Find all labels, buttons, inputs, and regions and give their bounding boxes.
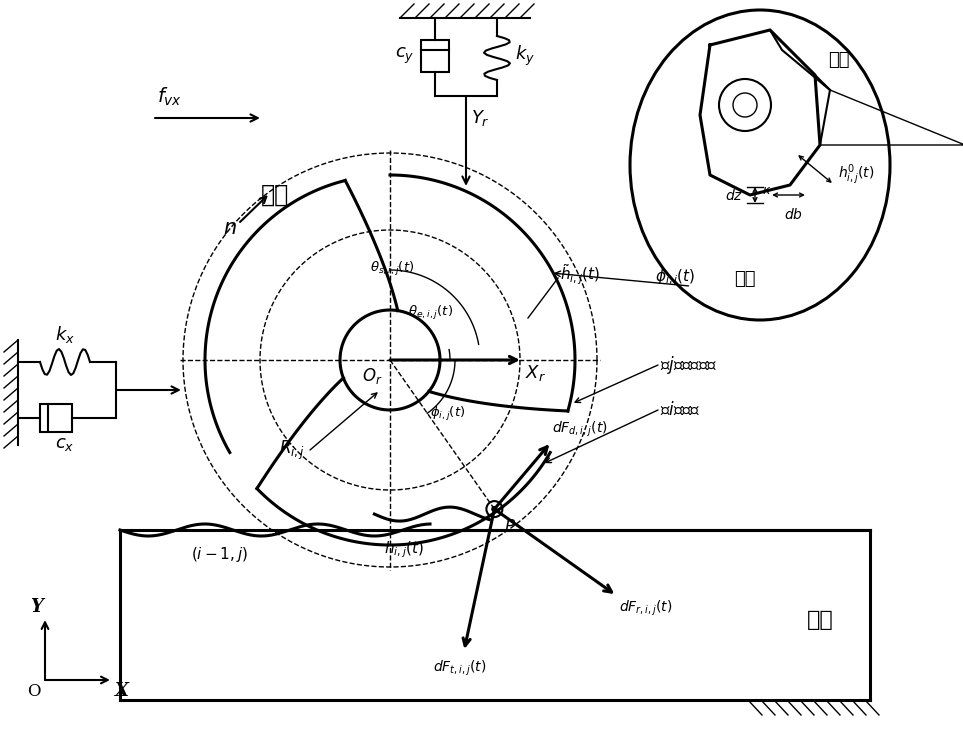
Text: $f_{vx}$: $f_{vx}$ <box>157 86 182 108</box>
Text: $k_x$: $k_x$ <box>55 324 75 345</box>
Text: O: O <box>28 683 41 700</box>
Text: $n$: $n$ <box>223 219 237 238</box>
Text: $h_{i,j}(t)$: $h_{i,j}(t)$ <box>384 539 425 560</box>
Text: Y: Y <box>30 598 43 616</box>
Text: $P$: $P$ <box>505 519 516 536</box>
Circle shape <box>492 507 497 512</box>
Text: $dF_{r,i,j}(t)$: $dF_{r,i,j}(t)$ <box>619 599 673 618</box>
Text: $dF_{t,i,j}(t)$: $dF_{t,i,j}(t)$ <box>432 659 486 678</box>
Text: $\phi_{i,j}(t)$: $\phi_{i,j}(t)$ <box>655 268 695 288</box>
Text: $R_{i,j}$: $R_{i,j}$ <box>279 439 305 461</box>
Text: $c_x$: $c_x$ <box>55 435 75 453</box>
Text: $\theta_{e,i,j}(t)$: $\theta_{e,i,j}(t)$ <box>408 304 454 322</box>
Text: $c_y$: $c_y$ <box>396 46 415 66</box>
Text: $\kappa$: $\kappa$ <box>762 184 771 197</box>
Text: $X_r$: $X_r$ <box>525 363 546 383</box>
Text: $\theta_{s,i,j}(t)$: $\theta_{s,i,j}(t)$ <box>370 260 414 278</box>
Text: $O_r$: $O_r$ <box>361 366 382 386</box>
Bar <box>421 40 449 72</box>
Text: $\tilde{h}_{i,j}(t)$: $\tilde{h}_{i,j}(t)$ <box>560 262 600 287</box>
Text: $h^0_{i,j}(t)$: $h^0_{i,j}(t)$ <box>838 163 874 187</box>
Text: 工件: 工件 <box>807 610 833 630</box>
Text: $(i-1,j)$: $(i-1,j)$ <box>192 545 248 564</box>
Text: $dF_{d,i,j}(t)$: $dF_{d,i,j}(t)$ <box>553 420 609 439</box>
Bar <box>40 404 72 432</box>
Text: $Y_r$: $Y_r$ <box>471 108 490 128</box>
Text: $\phi_{i,j}(t)$: $\phi_{i,j}(t)$ <box>430 405 465 423</box>
Text: $dz$: $dz$ <box>725 187 743 202</box>
Text: 第$j$个切削单元: 第$j$个切削单元 <box>660 354 717 376</box>
Text: X: X <box>115 682 129 700</box>
Text: 刀片: 刀片 <box>828 51 849 69</box>
Text: 切层: 切层 <box>734 270 756 288</box>
Text: $db$: $db$ <box>784 207 803 222</box>
Text: 第$i$个刀齿: 第$i$个刀齿 <box>660 401 701 419</box>
Text: 刀具: 刀具 <box>261 183 289 207</box>
Text: $k_y$: $k_y$ <box>515 44 535 68</box>
